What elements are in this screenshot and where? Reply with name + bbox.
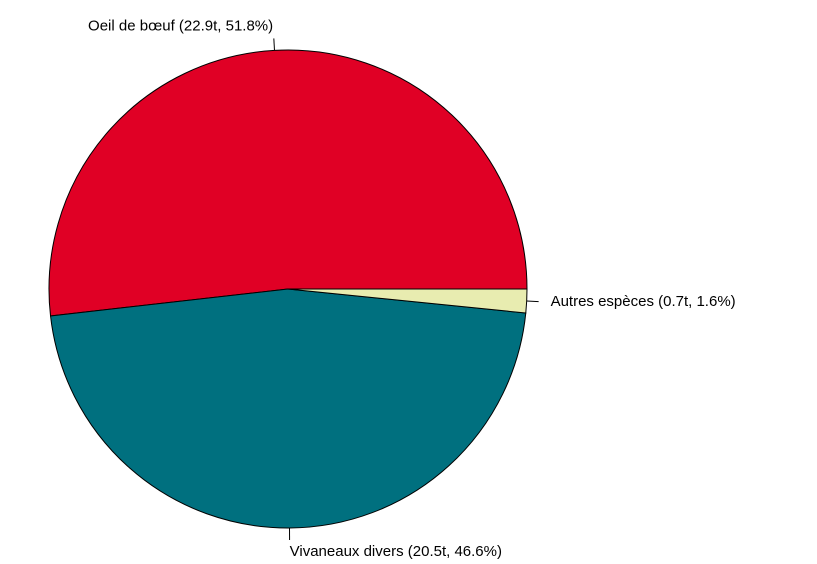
slice-label: Autres espèces (0.7t, 1.6%) xyxy=(551,293,736,310)
pie-slice xyxy=(48,49,528,317)
label-tick xyxy=(273,38,275,51)
pie-slice xyxy=(49,288,527,529)
label-tick xyxy=(526,300,539,303)
pie-slice xyxy=(287,288,528,314)
slice-label: Vivaneaux divers (20.5t, 46.6%) xyxy=(290,543,502,560)
slice-label: Oeil de bœuf (22.9t, 51.8%) xyxy=(88,17,273,34)
